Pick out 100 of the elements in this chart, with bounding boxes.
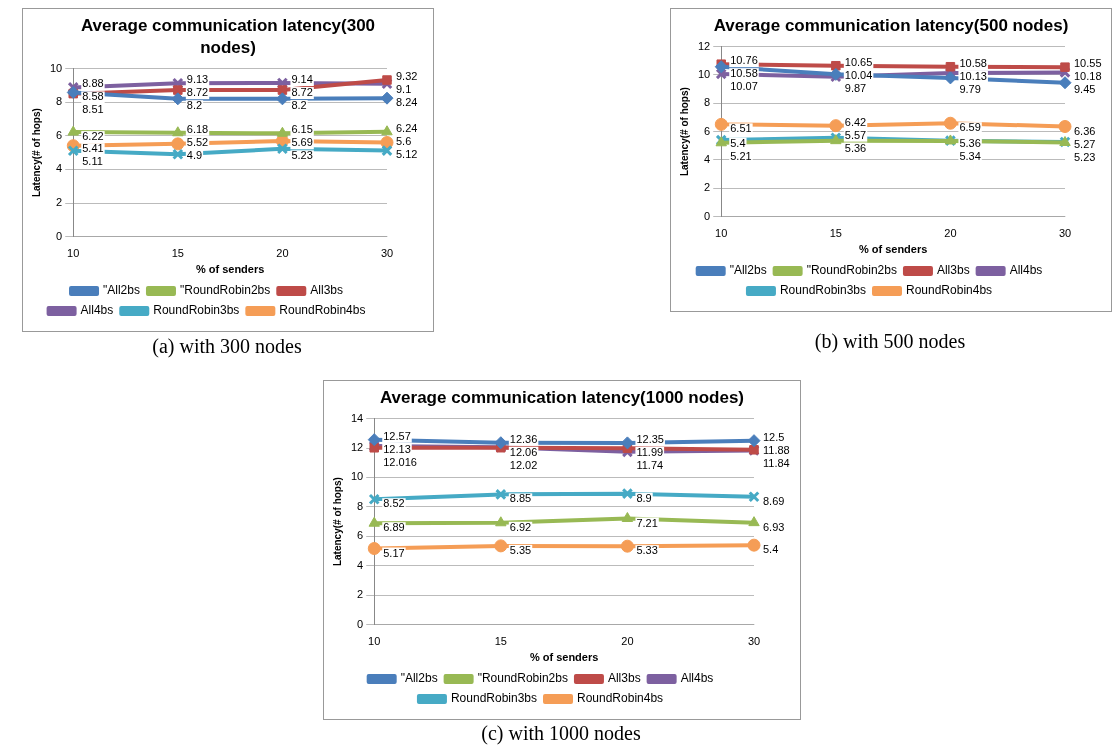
data-label: 10.58 (959, 56, 987, 69)
data-label: 6.92 (509, 520, 532, 533)
data-label: 5.34 (959, 150, 981, 163)
data-label: 8.72 (186, 86, 209, 99)
data-label: 8.85 (509, 492, 532, 505)
legend-label: "RoundRobin2bs (477, 671, 568, 686)
x-tick-label: 20 (944, 227, 957, 240)
data-label: 5.4 (730, 136, 746, 149)
data-label: 6.42 (844, 115, 867, 128)
data-label: 5.33 (636, 544, 658, 557)
data-label: 8.24 (396, 96, 418, 109)
y-axis-title: Latency(# of hops) (331, 477, 343, 567)
data-label: 11.74 (636, 458, 664, 471)
y-tick-label: 0 (56, 229, 63, 242)
data-label: 6.51 (730, 122, 752, 135)
legend-label: All3bs (936, 263, 970, 278)
data-label: 10.18 (1074, 70, 1102, 83)
legend-label: "RoundRobin2bs (806, 263, 897, 278)
data-label: 8.72 (291, 86, 313, 99)
data-label: 12.36 (509, 432, 538, 445)
data-label: 12.13 (383, 442, 411, 455)
y-tick-label: 10 (49, 61, 63, 74)
data-label: 5.27 (1074, 138, 1096, 151)
data-label: 10.58 (730, 67, 758, 80)
y-tick-label: 2 (56, 196, 63, 209)
x-tick-label: 15 (829, 227, 842, 240)
y-tick-label: 6 (56, 128, 63, 141)
y-axis-title: Latency(# of hops) (678, 87, 690, 177)
x-tick-label: 10 (67, 247, 80, 260)
data-label: 6.18 (186, 122, 209, 135)
y-tick-label: 4 (357, 558, 364, 571)
data-label: 12.35 (636, 432, 664, 445)
legend-label: All4bs (1009, 263, 1043, 278)
text: (c) with 1000 nodes (480, 722, 642, 745)
y-tick-label: 6 (357, 529, 364, 542)
data-label: 11.88 (763, 443, 790, 456)
y-tick-label: 12 (697, 39, 711, 52)
data-label: 5.69 (291, 136, 313, 149)
data-label: 9.1 (396, 83, 412, 96)
data-label: 5.36 (959, 137, 981, 150)
data-label: 6.59 (959, 121, 981, 134)
data-label: 9.13 (186, 73, 209, 86)
y-tick-label: 12 (350, 441, 364, 454)
y-tick-label: 6 (704, 124, 711, 137)
data-label: 11.99 (636, 445, 664, 458)
legend-label: All3bs (310, 283, 343, 298)
y-tick-label: 8 (704, 96, 711, 109)
y-tick-label: 0 (357, 617, 364, 630)
data-label: 5.6 (396, 134, 412, 147)
data-label: 9.14 (291, 73, 313, 86)
x-tick-label: 15 (494, 635, 507, 648)
data-label: 10.04 (844, 68, 873, 81)
x-tick-label: 30 (380, 247, 394, 260)
x-axis-title: % of senders (858, 243, 928, 256)
data-label: 8.2 (186, 99, 203, 112)
x-tick-label: 15 (171, 247, 184, 260)
y-tick-label: 14 (350, 411, 364, 424)
legend-label: All3bs (607, 671, 641, 686)
x-axis-title: % of senders (529, 651, 599, 664)
data-label: 6.15 (291, 123, 313, 136)
data-label: 12.016 (383, 455, 417, 468)
y-tick-label: 0 (704, 209, 711, 222)
data-label: 12.57 (383, 429, 411, 442)
chart-title: Average communication latency(300 nodes) (79, 15, 377, 59)
data-label: 10.13 (959, 69, 987, 82)
data-label: 6.89 (383, 521, 405, 534)
data-label: 10.65 (844, 55, 873, 68)
x-tick-label: 30 (1058, 227, 1072, 240)
data-label: 9.32 (396, 70, 418, 83)
data-label: 11.84 (763, 456, 790, 469)
data-label: 5.11 (82, 155, 103, 168)
legend-label: "All2bs (400, 671, 438, 686)
data-label: 5.23 (291, 149, 313, 162)
data-label: 5.23 (1074, 151, 1096, 164)
y-tick-label: 2 (704, 181, 711, 194)
legend-label: RoundRobin4bs (906, 283, 993, 298)
text: (a) with 300 nodes (151, 335, 303, 358)
y-tick-label: 4 (704, 152, 711, 165)
chart-title: Average communication latency(1000 nodes) (378, 387, 746, 409)
data-label: 5.21 (730, 149, 752, 162)
data-label: 5.4 (763, 543, 779, 556)
data-label: 5.52 (186, 135, 209, 148)
data-label: 5.35 (509, 543, 532, 556)
data-label: 12.02 (509, 458, 538, 471)
data-label: 12.06 (509, 445, 538, 458)
data-label: 5.12 (396, 147, 418, 160)
y-tick-label: 4 (56, 162, 63, 175)
data-label: 8.51 (82, 103, 104, 116)
data-label: 9.45 (1074, 83, 1096, 96)
data-label: 8.9 (636, 491, 652, 504)
data-label: 8.88 (82, 77, 104, 90)
data-label: 6.24 (396, 121, 418, 134)
legend-label: RoundRobin3bs (779, 283, 866, 298)
data-label: 5.41 (82, 142, 104, 155)
y-tick-label: 2 (357, 588, 364, 601)
y-axis-title: Latency(# of hops) (30, 108, 42, 198)
data-label: 10.55 (1074, 57, 1102, 70)
data-label: 5.36 (844, 141, 867, 154)
data-label: 8.2 (291, 99, 307, 112)
x-tick-label: 20 (621, 635, 634, 648)
